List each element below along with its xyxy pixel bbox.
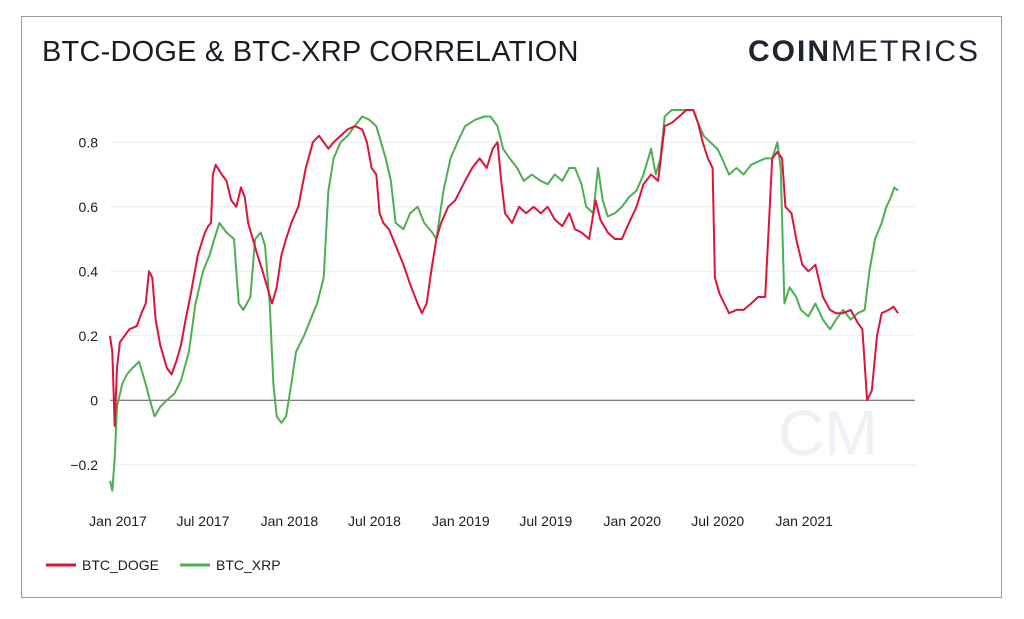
x-axis-ticks: Jan 2017 Jul 2017 Jan 2018 Jul 2018 Jan 2019… bbox=[89, 513, 833, 529]
x-tick-label: Jan 2019 bbox=[432, 513, 490, 529]
chart-title: BTC-DOGE & BTC-XRP CORRELATION bbox=[42, 36, 579, 68]
series-line-btc-doge bbox=[109, 109, 899, 428]
brand-logo-bold: COIN bbox=[748, 35, 831, 68]
x-tick-label: Jul 2020 bbox=[691, 513, 744, 529]
chart-card bbox=[21, 16, 1002, 598]
y-tick-label: 0.2 bbox=[79, 328, 99, 344]
series-lines bbox=[109, 109, 899, 492]
y-axis-ticks: −0.2 0 0.2 0.4 0.6 0.8 bbox=[70, 134, 98, 473]
x-tick-label: Jan 2018 bbox=[261, 513, 319, 529]
series-line-btc-xrp bbox=[109, 109, 899, 492]
y-tick-label: 0 bbox=[90, 392, 98, 408]
brand-logo: COINMETRICS bbox=[748, 35, 980, 69]
watermark-logo: CM bbox=[778, 397, 878, 469]
x-tick-label: Jul 2019 bbox=[519, 513, 572, 529]
x-tick-label: Jul 2018 bbox=[348, 513, 401, 529]
x-tick-label: Jul 2017 bbox=[177, 513, 230, 529]
y-tick-label: 0.4 bbox=[79, 263, 99, 279]
x-tick-label: Jan 2020 bbox=[603, 513, 661, 529]
legend-label-btc-xrp: BTC_XRP bbox=[216, 557, 281, 573]
y-tick-label: 0.8 bbox=[79, 134, 99, 150]
legend: BTC_DOGE BTC_XRP bbox=[46, 557, 281, 573]
legend-label-btc-doge: BTC_DOGE bbox=[82, 557, 159, 573]
x-tick-label: Jan 2021 bbox=[775, 513, 833, 529]
y-tick-label: −0.2 bbox=[70, 457, 98, 473]
x-tick-label: Jan 2017 bbox=[89, 513, 147, 529]
brand-logo-light: METRICS bbox=[831, 35, 980, 68]
y-tick-label: 0.6 bbox=[79, 199, 99, 215]
